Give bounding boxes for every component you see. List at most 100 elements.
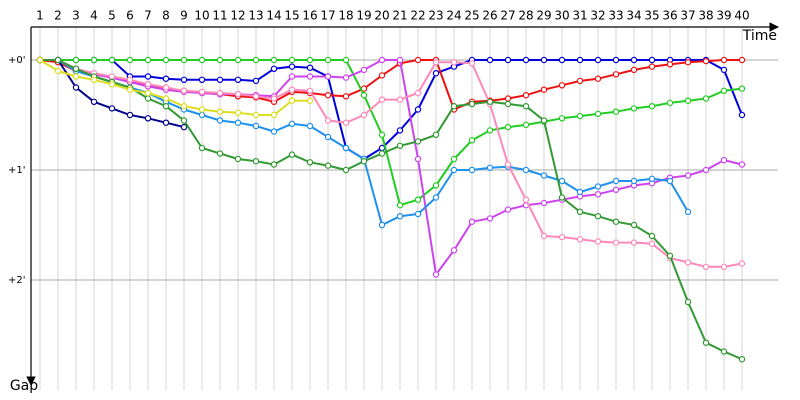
- series-line: [39, 59, 742, 111]
- x-tick-label: 37: [680, 9, 695, 23]
- data-point: [540, 56, 548, 64]
- data-point: [576, 208, 584, 215]
- x-tick-label: 32: [590, 9, 605, 23]
- data-point: [198, 88, 206, 96]
- data-point: [180, 56, 188, 64]
- data-point: [612, 218, 620, 225]
- data-point: [450, 59, 458, 66]
- x-tick-label: 24: [446, 9, 461, 23]
- x-tick-label: 7: [144, 9, 152, 23]
- data-point: [576, 112, 584, 120]
- data-point: [396, 212, 404, 220]
- data-point: [432, 59, 440, 66]
- data-point: [162, 95, 170, 102]
- data-point: [558, 177, 566, 185]
- x-tick-label: 16: [302, 9, 317, 23]
- data-point: [504, 161, 512, 168]
- data-point: [630, 221, 638, 229]
- data-point: [270, 65, 278, 73]
- data-point: [306, 73, 314, 80]
- data-point: [126, 86, 134, 93]
- data-point: [738, 56, 746, 64]
- data-point: [432, 271, 440, 278]
- data-point: [738, 161, 746, 168]
- data-point: [324, 91, 332, 99]
- data-point: [396, 56, 404, 64]
- data-point: [612, 71, 620, 78]
- data-point: [144, 95, 152, 102]
- data-point: [162, 84, 170, 91]
- x-tick-label: 22: [410, 9, 425, 23]
- data-point: [360, 111, 368, 119]
- data-point: [720, 87, 728, 95]
- data-point: [558, 56, 566, 64]
- data-point: [306, 56, 314, 64]
- x-tick-label: 17: [320, 9, 335, 23]
- data-point: [342, 56, 350, 64]
- data-point: [720, 348, 728, 355]
- data-point: [180, 76, 188, 84]
- x-tick-label: 35: [644, 9, 659, 23]
- data-point: [540, 172, 548, 179]
- data-point: [702, 95, 710, 102]
- x-tick-label: 13: [248, 9, 263, 23]
- data-point: [594, 190, 602, 198]
- data-point: [198, 56, 206, 64]
- data-point: [216, 150, 224, 157]
- x-tick-label: 3: [72, 9, 80, 23]
- data-point: [180, 102, 188, 110]
- data-point: [684, 97, 692, 104]
- data-point: [738, 85, 746, 92]
- data-point: [414, 210, 422, 218]
- data-point: [126, 111, 134, 119]
- data-point: [396, 96, 404, 103]
- data-point: [666, 61, 674, 68]
- data-point: [162, 119, 170, 126]
- data-point: [180, 123, 188, 131]
- data-point: [144, 115, 152, 122]
- data-point: [504, 100, 512, 108]
- series-line: [40, 59, 743, 276]
- y-tick-label: +0': [8, 55, 26, 66]
- data-point: [108, 80, 116, 88]
- y-axis-label: Gap: [10, 378, 38, 394]
- data-point: [666, 252, 674, 259]
- x-tick-label: 27: [500, 9, 515, 23]
- data-point: [288, 86, 296, 93]
- x-tick-label: 10: [194, 9, 209, 23]
- x-tick-label: 33: [608, 9, 623, 23]
- data-point: [504, 206, 512, 213]
- data-point: [108, 56, 116, 64]
- x-tick-label: 29: [536, 9, 551, 23]
- data-point: [306, 64, 314, 71]
- data-point: [234, 155, 242, 163]
- x-tick-label: 39: [716, 9, 731, 23]
- x-tick-label: 38: [698, 9, 713, 23]
- data-point: [270, 111, 278, 119]
- data-point: [126, 56, 134, 64]
- data-point: [414, 155, 422, 163]
- data-point: [558, 82, 566, 89]
- data-point: [450, 247, 458, 254]
- data-point: [414, 196, 422, 203]
- data-point: [612, 239, 620, 246]
- data-point: [468, 218, 476, 225]
- x-tick-label: 2: [54, 9, 62, 23]
- data-point: [36, 56, 44, 64]
- data-point: [378, 131, 386, 138]
- data-point: [288, 120, 296, 128]
- data-point: [684, 172, 692, 179]
- x-tick-label: 14: [266, 9, 281, 23]
- data-point: [468, 137, 476, 144]
- data-point: [144, 56, 152, 64]
- data-point: [738, 260, 746, 267]
- data-point: [648, 56, 656, 64]
- data-point: [198, 106, 206, 113]
- data-point: [450, 102, 458, 110]
- data-point: [486, 215, 494, 222]
- data-point: [234, 76, 242, 84]
- data-point: [432, 131, 440, 138]
- data-point: [342, 119, 350, 126]
- data-point: [720, 156, 728, 164]
